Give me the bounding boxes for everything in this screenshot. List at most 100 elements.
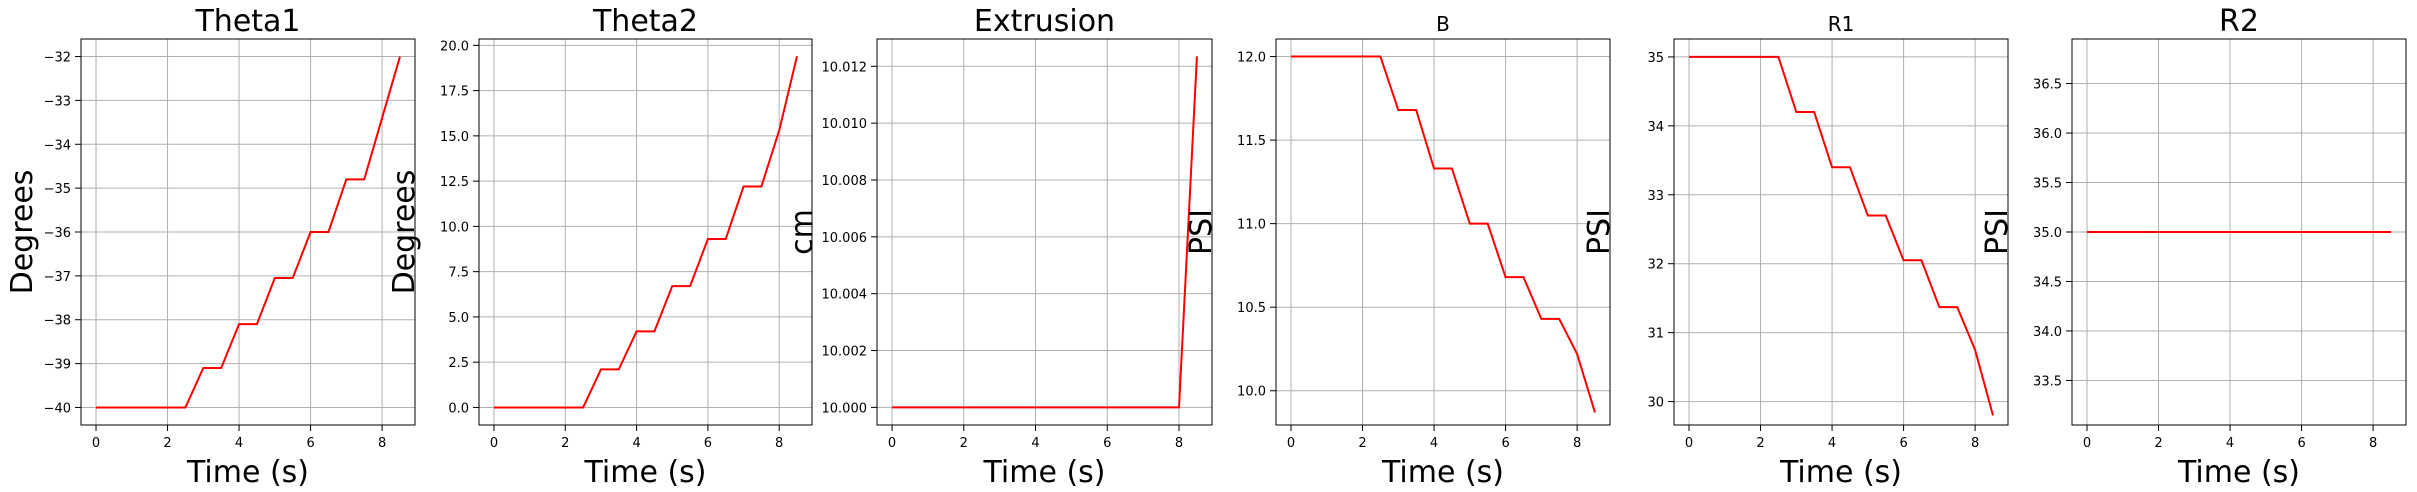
chart-title: Extrusion [974,4,1115,39]
subplot-1: 0 2 4 6 8 −40 −39 −38 −37 −36 −35 −34 −33 −32 Theta1 Ti… [5,4,416,490]
y-tick-label: 35 [1647,51,1664,66]
x-tick-label: 2 [960,436,968,451]
x-tick-label: 6 [2297,436,2305,451]
chart-title: Theta1 [194,4,300,39]
y-tick-label: 12.0 [1237,51,1266,66]
y-tick-label: 10.010 [822,117,868,132]
subplot-4: 0 2 4 6 8 10.0 10.5 11.0 11.5 12.0 B Time (s) PSI [1184,12,1611,490]
y-tick-label: −37 [44,270,71,285]
y-tick-label: 10.004 [822,288,868,303]
y-tick-label: 31 [1647,327,1664,342]
y-axis-label: cm [785,209,820,255]
x-tick-label: 4 [632,436,640,451]
y-tick-label: 36.0 [2033,127,2062,142]
x-tick-label: 0 [1287,436,1295,451]
x-tick-label: 0 [2083,436,2091,451]
y-tick-label: 2.5 [448,356,469,371]
y-tick-label: 33 [1647,189,1664,204]
y-tick-label: 34.0 [2033,325,2062,340]
y-axis-label: Degrees [5,170,40,295]
x-tick-label: 8 [1971,436,1979,451]
x-tick-label: 4 [1828,436,1836,451]
x-tick-label: 8 [378,436,386,451]
x-tick-label: 2 [1756,436,1764,451]
subplot-2: 0 2 4 6 8 0.0 2.5 5.0 7.5 10.0 12.5 15.0 17.5 20.0 The… [387,4,813,490]
data-line [892,56,1198,409]
data-line [493,55,799,409]
x-tick-label: 2 [2154,436,2162,451]
y-tick-label: 10.002 [822,345,868,360]
x-axis-label: Time (s) [186,455,309,490]
y-tick-label: 0.0 [448,401,469,416]
x-tick-label: 4 [2226,436,2234,451]
chart-title: R1 [1828,12,1855,36]
x-tick-label: 8 [1175,436,1183,451]
x-tick-label: 0 [888,436,896,451]
y-tick-label: 11.5 [1237,134,1266,149]
x-tick-label: 6 [306,436,314,451]
axes-frame [876,38,1213,426]
subplot-6: 0 2 4 6 8 33.5 34.0 34.5 35.0 35.5 36.0 36.5 R2 Time … [1980,4,2407,490]
x-tick-label: 6 [1103,436,1111,451]
x-axis-label: Time (s) [983,455,1106,490]
x-tick-label: 2 [163,436,171,451]
y-tick-label: −39 [44,358,71,373]
x-tick-label: 4 [1031,436,1039,451]
y-tick-label: 10.008 [822,174,868,189]
y-tick-label: 30 [1647,396,1664,411]
y-tick-label: 10.012 [822,60,868,75]
y-tick-label: 10.000 [822,401,868,416]
x-tick-label: 8 [2369,436,2377,451]
y-tick-label: 34 [1647,120,1664,135]
y-tick-label: 36.5 [2033,78,2062,93]
x-tick-label: 4 [235,436,243,451]
axes-frame [1275,38,1611,426]
data-line [96,56,401,409]
x-tick-label: 6 [704,436,712,451]
axes-frame [478,38,813,426]
y-axis-label: Degrees [387,170,422,295]
y-tick-label: 32 [1647,258,1664,273]
x-axis-label: Time (s) [1381,455,1504,490]
y-tick-label: 33.5 [2033,374,2062,389]
x-tick-label: 0 [490,436,498,451]
x-tick-label: 8 [775,436,783,451]
x-tick-label: 2 [561,436,569,451]
y-tick-label: 12.5 [440,175,469,190]
subplot-3: 0 2 4 6 8 10.000 10.002 10.004 10.006 10.008 10.01… [785,4,1213,490]
chart-title: R2 [2219,4,2259,39]
y-tick-label: −33 [44,94,71,109]
y-axis-label: PSI [1184,209,1219,255]
y-tick-label: 15.0 [440,130,469,145]
y-tick-label: −40 [44,401,71,416]
y-tick-label: 11.0 [1237,218,1266,233]
y-tick-label: 7.5 [448,266,469,281]
x-axis-label: Time (s) [2177,455,2300,490]
y-tick-label: −32 [44,51,71,66]
y-tick-label: 10.5 [1237,301,1266,316]
data-line [1291,55,1596,413]
data-line [1689,55,1994,416]
x-tick-label: 6 [1501,436,1509,451]
axes-frame [1673,38,2009,426]
x-tick-label: 0 [1685,436,1693,451]
chart-title: Theta2 [592,4,698,39]
x-tick-label: 2 [1358,436,1366,451]
y-tick-label: 5.0 [448,311,469,326]
x-tick-label: 6 [1899,436,1907,451]
x-axis-label: Time (s) [584,455,707,490]
y-tick-label: 34.5 [2033,275,2062,290]
x-tick-label: 0 [92,436,100,451]
y-tick-label: −34 [44,138,71,153]
y-axis-label: PSI [1980,209,2015,255]
y-tick-label: 35.0 [2033,226,2062,241]
x-axis-label: Time (s) [1779,455,1902,490]
y-tick-label: 10.0 [1237,385,1266,400]
y-axis-label: PSI [1582,209,1617,255]
x-tick-label: 4 [1430,436,1438,451]
y-tick-label: 10.0 [440,220,469,235]
y-tick-label: 35.5 [2033,177,2062,192]
y-tick-label: 17.5 [440,85,469,100]
x-tick-label: 8 [1573,436,1581,451]
